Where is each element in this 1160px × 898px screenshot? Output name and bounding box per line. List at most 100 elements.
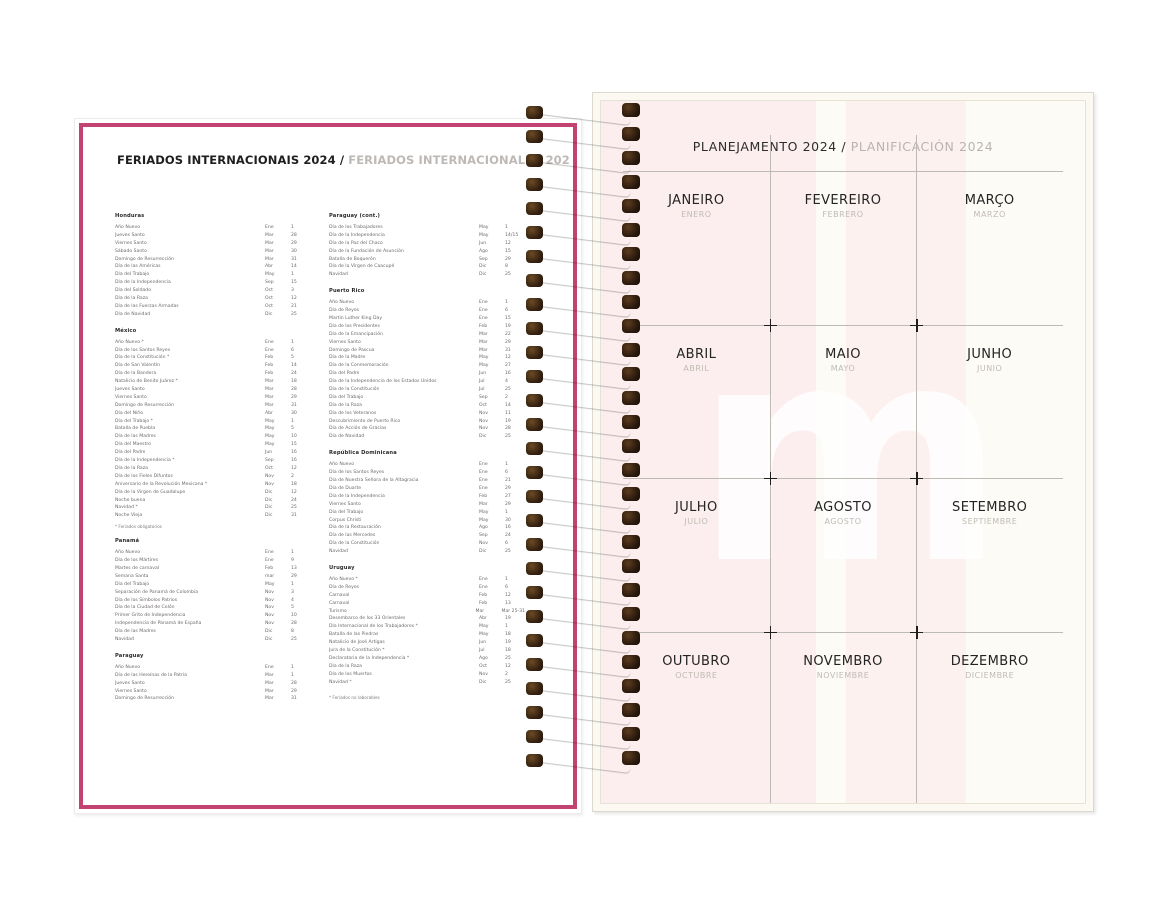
holiday-row: Día de Reyes Ene 6 [329,307,525,315]
holiday-month: Dic [265,636,273,642]
month-cell-janeiro[interactable]: JANEIRO ENERO [623,171,770,325]
holiday-row: Viernes Santo Mar 29 [115,688,311,696]
holiday-row: Viernes Santo Mar 29 [329,501,525,509]
month-cell-março[interactable]: MARÇO MARZO [916,135,1063,345]
month-cell-setembro[interactable]: SETEMBRO SEPTIEMBRE [910,442,1063,652]
holiday-day: 2 [291,473,294,479]
holiday-row: Día de los Veteranos Nov 11 [329,410,525,418]
holiday-day: 5 [291,605,294,611]
holiday-day: 27 [505,363,511,369]
holiday-day: 1 [505,624,508,630]
holiday-name: Día de Reyes [329,584,360,590]
holiday-day: 29 [291,240,297,246]
holiday-month: May [479,632,489,638]
holiday-month: Ene [479,300,488,306]
holiday-day: 8 [291,629,294,635]
holiday-row: Declaratoria de la Independencia * Ago 25 [329,655,525,663]
column-divider [769,288,771,498]
holiday-month: Feb [265,355,274,361]
holiday-row: Día de la Constitución Jul 25 [329,386,525,394]
holiday-month: Dic [265,505,273,511]
month-label-es: FEBRERO [822,210,864,219]
holiday-day: 18 [291,481,297,487]
holiday-month: Mar [479,501,488,507]
holiday-name: Aniversario de la Revolución Mexicana * [115,481,208,487]
holiday-day: 6 [505,470,508,476]
holiday-month: Ene [265,225,274,230]
holiday-day: 1 [291,339,294,345]
month-label-pt: MARÇO [964,193,1015,208]
month-label-pt: JANEIRO [668,193,725,208]
holiday-name: Día de los Fieles Difuntos [115,473,173,479]
holidays-title-pt: FERIADOS INTERNACIONAIS 2024 [117,153,336,167]
country-section: México Año Nuevo * Ene 1 Día de los Santos R… [115,328,311,529]
holiday-name: Natalicio de José Artigas [329,640,385,646]
month-cell-dezembro[interactable]: DEZEMBRO DICIEMBRE [910,595,1063,803]
holiday-day: 6 [505,541,508,547]
holiday-day: 28 [291,621,297,627]
holiday-name: Viernes Santo [115,240,147,246]
holiday-name: Día de los Mártires [115,558,158,564]
holiday-name: Viernes Santo [115,394,147,400]
holiday-month: Dic [479,434,487,440]
month-label-es: JUNIO [976,363,1003,373]
holiday-name: Día de la Virgen de Guadalupe [115,489,186,495]
holiday-day: 4 [291,597,294,603]
planner-page-right: m PLANEJAMENTO 2024 / PLANIFICACIÓN 2024… [592,92,1094,812]
month-cell-junho[interactable]: JUNHO JUNIO [910,288,1063,498]
holiday-row: Día de los Santos Reyes Ene 6 [115,347,311,355]
month-label: OUTUBRO OCTUBRE [623,654,770,680]
holiday-name: Día de la Raza [115,465,148,471]
month-cell-agosto[interactable]: AGOSTO AGOSTO [763,442,917,652]
month-cell-outubro[interactable]: OUTUBRO OCTUBRE [623,631,770,786]
month-label-es: MARZO [973,210,1006,219]
holiday-name: Día de la Fundación de Asunción [329,248,404,254]
holiday-day: 21 [291,303,297,309]
holiday-row: Día del Trabajo May 1 [115,271,311,279]
holiday-name: Día de Reyes [329,308,360,314]
month-rule [916,171,1063,172]
holiday-name: Martes de carnaval [115,565,160,571]
holiday-row: Día de las Fuerzas Armadas Oct 21 [115,303,311,311]
holiday-month: Feb [265,363,274,369]
holiday-row: Día de las Madres May 10 [115,433,311,441]
crosshair-mark [910,318,924,332]
holiday-month: Ene [265,664,274,670]
holiday-month: Jun [479,640,487,646]
holiday-name: Día de la Raza [329,663,362,669]
holiday-month: Oct [265,296,273,302]
month-cell-novembro[interactable]: NOVEMBRO NOVIEMBRE [763,595,917,803]
holiday-day: Mar 25-31 [501,608,525,614]
country-heading: República Dominicana [329,450,397,457]
holiday-day: 29 [291,394,297,400]
holiday-day: 27 [505,493,511,499]
holiday-row: Natalicio de José Artigas Jun 19 [329,639,525,647]
month-label: FEVEREIRO FEBRERO [770,193,917,219]
month-cell-maio[interactable]: MAIO MAYO [763,288,917,498]
month-cell-abril[interactable]: ABRIL ABRIL [623,324,770,479]
month-cell-fevereiro[interactable]: FEVEREIRO FEBRERO [769,135,917,345]
holiday-row: Viernes Santo Mar 29 [115,240,311,248]
holiday-row: Día de la Conmemoración May 27 [329,362,525,370]
holiday-row: Jueves Santo Mar 28 [115,386,311,394]
holiday-name: Año Nuevo [115,664,141,670]
holiday-name: Día de la Raza [329,402,362,408]
holiday-name: Día de las Fuerzas Armadas [115,303,179,309]
holiday-month: Ene [479,584,488,590]
month-label-pt: JUNHO [967,346,1013,362]
holiday-name: Viernes Santo [329,501,361,507]
holiday-row: Año Nuevo * Ene 1 [115,339,311,347]
month-cell-julho[interactable]: JULHO JULIO [623,478,770,632]
month-label-pt: JULHO [675,500,718,515]
holiday-day: 2 [505,394,508,400]
holiday-name: Domingo de Resurrección [115,256,174,262]
holiday-day: 31 [291,696,297,702]
holiday-month: mar [265,573,275,579]
holiday-name: Noche buena [115,497,146,503]
holiday-name: Día de la Conmemoración [329,363,389,369]
month-label-es: OCTUBRE [675,670,718,680]
month-rule [916,478,1063,479]
month-label-es: ENERO [681,210,712,219]
holiday-day: 24 [291,497,297,503]
holiday-name: Día de las Heroínas de la Patria [115,672,187,678]
